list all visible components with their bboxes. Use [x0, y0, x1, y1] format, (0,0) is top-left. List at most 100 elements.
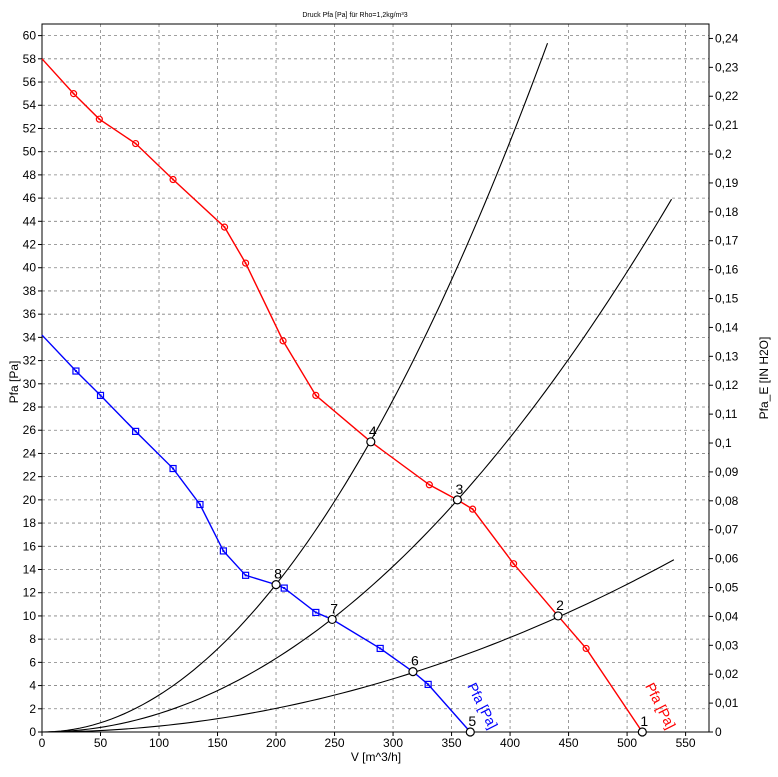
- operating-point-marker: [366, 437, 376, 447]
- series-marker-square: [242, 571, 250, 579]
- series-marker-dot: [98, 118, 101, 121]
- series-marker-dot: [512, 562, 515, 565]
- system-curve-line: [41, 198, 673, 733]
- series-marker-dot: [283, 587, 286, 590]
- y-tick-label: 30: [23, 377, 37, 391]
- series-marker-dot: [244, 574, 247, 577]
- x-tick-label: 500: [617, 736, 637, 750]
- y-tick-label: 42: [23, 238, 37, 252]
- y2-axis-label: Pfa_E [IN H2O]: [757, 337, 771, 420]
- y-tick-label: 26: [23, 423, 37, 437]
- series-marker-dot: [99, 394, 102, 397]
- y2-tick-label: 0,19: [715, 176, 739, 190]
- operating-point-label: 7: [330, 600, 338, 616]
- operating-point-marker: [271, 579, 281, 590]
- series-marker-dot: [223, 226, 226, 229]
- series-marker-circle: [279, 337, 287, 345]
- y2-tick-label: 0,22: [715, 89, 739, 103]
- operating-point-marker: [637, 727, 647, 737]
- series-marker-circle: [312, 391, 320, 400]
- series-marker-square: [169, 464, 177, 473]
- y-tick-label: 24: [23, 446, 37, 460]
- system-curves: [41, 42, 675, 733]
- y-tick-label: 0: [29, 725, 36, 739]
- y-tick-label: 16: [23, 539, 37, 553]
- y-tick-label: 40: [23, 261, 37, 275]
- series-marker-square: [376, 644, 384, 653]
- y-tick-label: 54: [23, 98, 37, 112]
- operating-point-marker: [553, 611, 563, 621]
- series-marker-dot: [427, 683, 430, 686]
- y-tick-label: 56: [23, 75, 37, 89]
- series-marker-square: [312, 608, 320, 617]
- x-tick-label: 0: [39, 736, 46, 750]
- series-marker-dot: [134, 142, 137, 145]
- grid: [42, 24, 709, 732]
- y2-tick-label: 0,01: [715, 696, 739, 710]
- y-tick-label: 12: [23, 586, 37, 600]
- series-marker-circle: [582, 644, 590, 653]
- series-marker-square: [96, 391, 105, 400]
- x-tick-label: 450: [559, 736, 579, 750]
- y2-tick-label: 0,15: [715, 292, 739, 306]
- y-tick-label: 36: [23, 307, 37, 321]
- y2-tick-label: 0,23: [715, 60, 739, 74]
- y2-tick-label: 0,06: [715, 552, 739, 566]
- series-marker-dot: [222, 549, 225, 552]
- y-tick-label: 48: [23, 168, 37, 182]
- y2-tick-label: 0,14: [715, 320, 739, 334]
- x-tick-label: 50: [94, 736, 108, 750]
- y2-tick-label: 0,18: [715, 205, 739, 219]
- series-marker-dot: [282, 339, 285, 342]
- y-tick-label: 44: [23, 214, 37, 228]
- y2-tick-label: 0: [715, 725, 722, 739]
- y-tick-label: 38: [23, 284, 37, 298]
- operating-points: 1 2 3 4 5 6 7 8: [271, 423, 648, 737]
- x-tick-label: 150: [208, 736, 228, 750]
- operating-point-marker: [465, 727, 475, 737]
- series-marker-dot: [198, 503, 201, 506]
- y-tick-label: 32: [23, 354, 37, 368]
- y2-tick-label: 0,09: [715, 465, 739, 479]
- series-line: [41, 334, 471, 733]
- series-marker-circle: [69, 90, 78, 98]
- series-marker-circle: [95, 115, 103, 123]
- y-tick-label: 28: [23, 400, 37, 414]
- series-marker-circle: [509, 560, 518, 568]
- system-curve-line: [41, 42, 549, 733]
- y2-tick-label: 0,04: [715, 609, 739, 623]
- y-tick-label: 58: [23, 52, 37, 66]
- data-series: [41, 58, 643, 733]
- series-marker-dot: [314, 611, 317, 614]
- series-marker-dot: [72, 92, 75, 95]
- series-marker-circle: [132, 139, 140, 148]
- y2-tick-label: 0,17: [715, 234, 739, 248]
- series-marker-square: [424, 680, 432, 689]
- series-marker-square: [219, 547, 227, 555]
- series-marker-dot: [244, 262, 247, 265]
- y-axis-label: Pfa [Pa]: [7, 361, 21, 404]
- series-marker-square: [72, 367, 80, 375]
- series-marker-circle: [425, 481, 433, 489]
- x-tick-label: 300: [383, 736, 403, 750]
- y-tick-label: 22: [23, 470, 37, 484]
- operating-point-label: 2: [556, 597, 564, 613]
- series-marker-square: [196, 500, 204, 509]
- x-tick-label: 400: [500, 736, 520, 750]
- series-marker-dot: [172, 467, 175, 470]
- series-marker-dot: [134, 430, 137, 433]
- y-tick-label: 52: [23, 121, 37, 135]
- series-marker-dot: [428, 483, 431, 486]
- y-tick-label: 14: [23, 563, 37, 577]
- y2-tick-label: 0,07: [715, 523, 739, 537]
- y-tick-label: 10: [23, 609, 37, 623]
- y2-tick-label: 0,1: [715, 436, 732, 450]
- system-curve-line: [41, 559, 675, 733]
- y2-tick-label: 0,21: [715, 118, 739, 132]
- y-tick-label: 4: [29, 679, 36, 693]
- y-tick-label: 34: [23, 330, 37, 344]
- series-marker-square: [132, 427, 140, 435]
- series-marker-square: [280, 584, 288, 592]
- operating-point-label: 8: [274, 566, 282, 582]
